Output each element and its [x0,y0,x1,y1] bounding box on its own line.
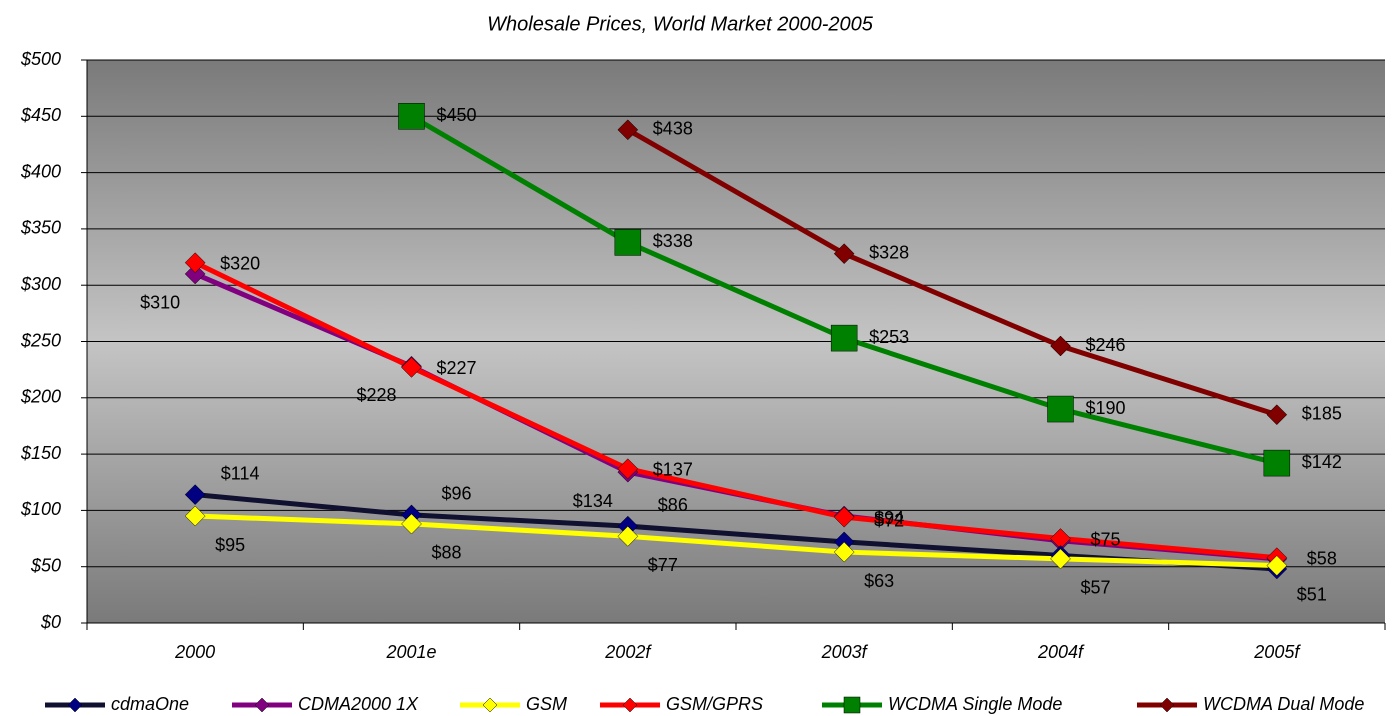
data-label: $320 [220,253,260,273]
marker [833,243,855,265]
y-tick-label: $250 [20,330,61,350]
data-label: $57 [1080,578,1110,598]
data-label: $96 [441,484,471,504]
data-label: $328 [869,242,909,262]
x-tick-label: 2003f [821,642,869,662]
data-label: $77 [648,555,678,575]
y-tick-label: $300 [20,274,61,294]
data-label: $142 [1302,452,1342,472]
data-label: $75 [1090,529,1120,549]
data-label: $310 [140,293,180,313]
data-label: $246 [1085,335,1125,355]
legend-marker [254,697,270,713]
marker [1047,395,1074,423]
data-label: $338 [653,231,693,251]
legend-label: cdmaOne [111,694,189,714]
marker [184,484,206,505]
marker [617,119,639,141]
y-tick-label: $500 [20,49,61,69]
marker [1050,548,1071,570]
marker [398,103,425,130]
marker [833,506,855,528]
y-tick-label: $400 [20,161,61,181]
marker [1266,404,1288,426]
marker [617,458,639,480]
data-label: $51 [1297,584,1327,604]
data-label: $227 [436,358,476,378]
data-label: $63 [864,571,894,591]
legend-marker [1159,697,1175,713]
y-tick-label: $0 [40,612,61,632]
data-label: $114 [221,463,260,483]
data-label: $137 [653,459,693,479]
chart-title: Wholesale Prices, World Market 2000-2005 [487,13,874,35]
data-label: $450 [436,105,476,125]
legend-label: WCDMA Single Mode [888,694,1062,714]
marker [401,357,422,378]
legend-label: GSM [526,694,567,714]
x-tick-label: 2000 [174,642,215,662]
marker [184,505,206,527]
x-tick-label: 2002f [604,642,652,662]
marker [830,324,858,352]
data-label: $438 [653,119,693,139]
data-label: $190 [1085,398,1125,418]
legend-marker [67,697,83,713]
marker [1050,335,1071,357]
legend-label: WCDMA Dual Mode [1203,694,1364,714]
legend-label: GSM/GPRS [666,694,763,714]
marker [401,513,422,535]
x-tick-label: 2005f [1253,642,1301,662]
data-label: $72 [874,511,904,531]
marker [617,525,639,547]
legend-marker [482,697,498,713]
marker [184,263,206,285]
data-label: $134 [573,491,613,511]
data-label: $88 [431,543,461,563]
data-label: $95 [215,535,245,555]
marker [1266,555,1288,576]
marker [1263,449,1291,477]
x-tick-label: 2001e [385,642,436,662]
x-tick-label: 2004f [1037,642,1085,662]
y-tick-label: $100 [20,499,61,519]
series-line [195,513,1277,569]
data-label: $94 [874,508,904,528]
y-tick-label: $450 [20,105,61,125]
series-line [626,127,1278,418]
series-line [194,260,1278,561]
y-tick-label: $350 [20,218,61,238]
legend-label: CDMA2000 1X [298,694,419,714]
data-label: $253 [869,327,909,347]
marker [184,252,206,274]
legend-marker [622,697,638,713]
data-label: $185 [1302,403,1342,423]
data-label: $228 [356,385,396,405]
legend-marker [843,696,861,714]
data-label: $58 [1307,548,1337,568]
y-tick-label: $150 [20,443,61,463]
y-tick-label: $200 [20,387,61,407]
marker [833,541,855,563]
data-label: $86 [658,495,688,515]
y-tick-label: $50 [30,555,61,575]
marker [614,229,642,256]
